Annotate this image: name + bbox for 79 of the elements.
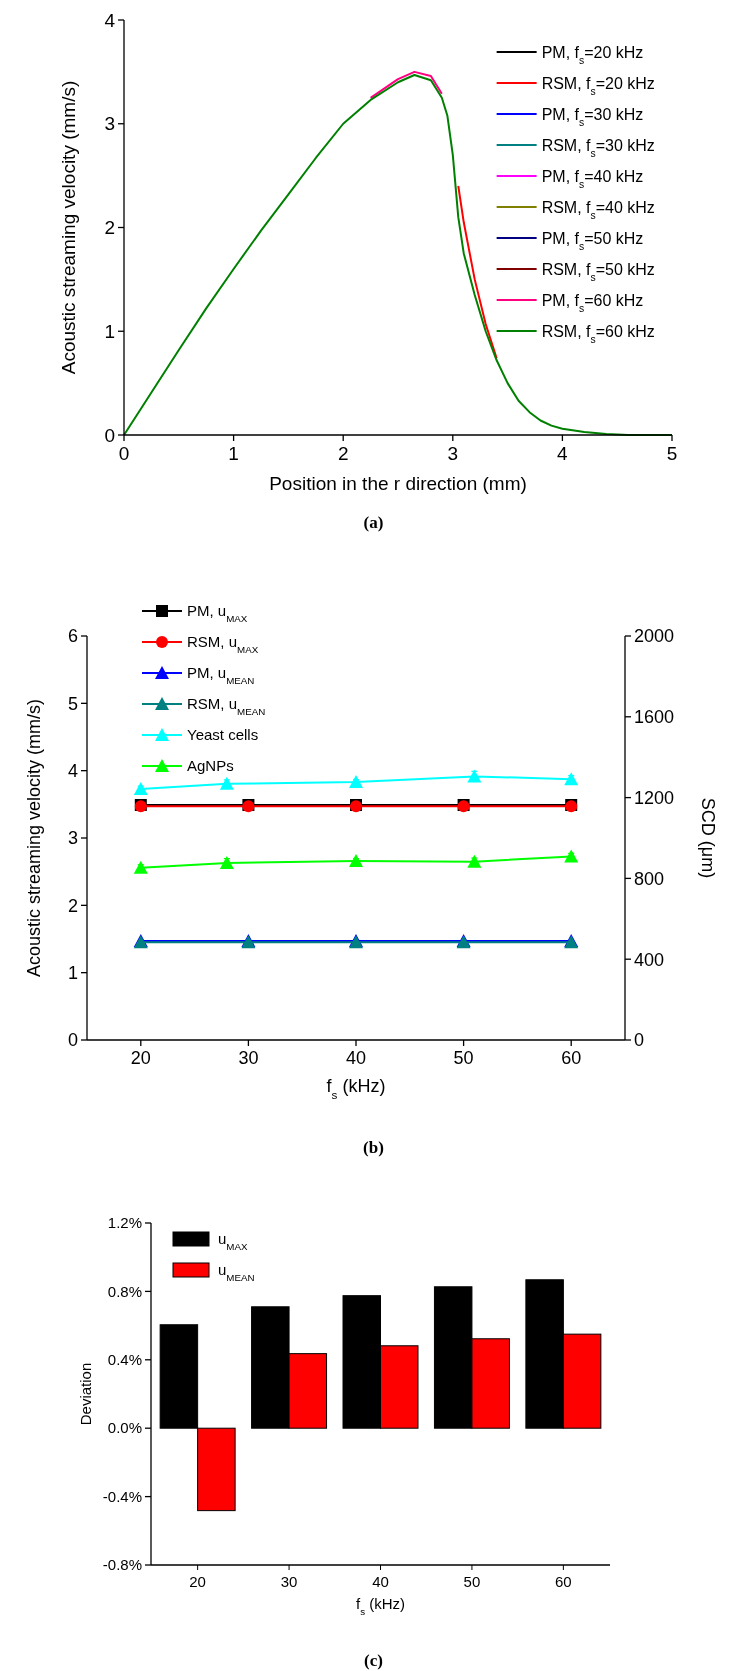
x-tick-label: 1	[228, 443, 239, 465]
legend-label: RSM, f$_{s}$=40 kHz	[541, 198, 655, 221]
y-tick-label: 2	[104, 217, 115, 239]
x-tick-label: 60	[561, 1048, 582, 1069]
point	[564, 772, 579, 786]
x-axis-title: f$_{s}$ (kHz)	[326, 1076, 386, 1101]
y-tick-label: 1	[67, 962, 78, 983]
legend-label: RSM, f$_{s}$=30 kHz	[541, 136, 655, 159]
y-tick-label: 4	[104, 9, 116, 31]
y-tick-label: 2	[67, 895, 78, 916]
x-tick-label: 2	[337, 443, 349, 465]
legend-label: AgNPs	[187, 757, 234, 775]
y2-tick-label: 400	[634, 949, 665, 970]
point	[349, 775, 363, 789]
x-tick-label: 40	[372, 1573, 389, 1590]
y-tick-label: 3	[104, 113, 115, 135]
y-axis-title: Acoustic streaming velocity (mm/s)	[57, 80, 79, 375]
x-tick-label: 20	[130, 1048, 151, 1069]
x-tick-label: 60	[555, 1573, 572, 1590]
legend-label: PM, f$_{s}$=50 kHz	[541, 229, 644, 252]
legend-label: u$_{MAX}$	[218, 1230, 248, 1252]
y2-tick-label: 2000	[634, 626, 675, 647]
legend-label: RSM, f$_{s}$=20 kHz	[541, 74, 655, 97]
legend-label: RSM, f$_{s}$=60 kHz	[541, 322, 655, 345]
x-tick-label: 3	[447, 443, 459, 465]
legend-label: PM, f$_{s}$=60 kHz	[541, 291, 644, 314]
legend-label: PM, f$_{s}$=30 kHz	[541, 105, 644, 128]
x-tick-label: 30	[280, 1573, 298, 1590]
y-tick-label: -0.4%	[102, 1487, 142, 1505]
x-tick-label: 4	[557, 443, 569, 465]
legend-label: RSM, f$_{s}$=50 kHz	[541, 260, 655, 283]
y2-tick-label: 1200	[634, 787, 675, 808]
y2-tick-label: 1600	[634, 707, 675, 728]
x-axis-title: f$_{s}$ (kHz)	[355, 1594, 406, 1616]
line-series	[457, 185, 498, 360]
y-tick-label: 3	[67, 828, 78, 849]
y-tick-label: 0	[104, 424, 115, 446]
point	[219, 776, 234, 790]
y-tick-label: 5	[67, 693, 78, 714]
x-tick-label: 40	[345, 1048, 367, 1069]
y2-tick-label: 800	[634, 868, 665, 889]
x-tick-label: 50	[453, 1048, 474, 1069]
y-tick-label: 1.2%	[107, 1214, 142, 1232]
point	[349, 854, 363, 868]
x-tick-label: 50	[463, 1573, 481, 1590]
x-tick-label: 30	[238, 1048, 259, 1069]
legend-label: u$_{MEAN}$	[218, 1261, 255, 1283]
text: (b)	[363, 1138, 384, 1157]
legend-label: PM, u$_{MEAN}$	[187, 664, 255, 686]
point	[564, 849, 579, 863]
y-tick-label: 4	[67, 760, 78, 781]
legend-label: Yeast cells	[187, 726, 259, 744]
y-tick-label: 6	[67, 626, 78, 647]
y-axis-title: Deviation	[77, 1362, 94, 1426]
point	[467, 854, 482, 868]
point	[467, 769, 482, 783]
legend-label: RSM, u$_{MAX}$	[187, 633, 259, 655]
y-tick-label: 0.8%	[107, 1282, 142, 1300]
x-tick-label: 20	[189, 1573, 206, 1590]
text: (a)	[363, 513, 384, 532]
point	[133, 782, 148, 796]
point	[133, 860, 148, 874]
y2-tick-label: 0	[634, 1030, 645, 1051]
y-tick-label: 0.0%	[107, 1419, 142, 1437]
legend-label: PM, u$_{MAX}$	[187, 602, 248, 624]
x-tick-label: 5	[666, 443, 678, 465]
y-axis-title: Acoustic streaming velocity (mm/s)	[24, 698, 45, 978]
y-tick-label: -0.8%	[102, 1556, 142, 1574]
legend-label: PM, f$_{s}$=40 kHz	[541, 167, 644, 190]
y-tick-label: 1	[104, 320, 115, 342]
legend-label: PM, f$_{s}$=20 kHz	[541, 43, 644, 66]
point	[219, 856, 234, 870]
x-axis-title: Position in the r direction (mm)	[269, 473, 527, 495]
y-tick-label: 0.4%	[107, 1351, 142, 1369]
text: (c)	[364, 1651, 383, 1670]
line-series	[369, 70, 443, 99]
y2-axis-title: SCD (μm)	[698, 797, 719, 879]
legend-label: RSM, u$_{MEAN}$	[187, 695, 266, 717]
y-tick-label: 0	[67, 1030, 78, 1051]
